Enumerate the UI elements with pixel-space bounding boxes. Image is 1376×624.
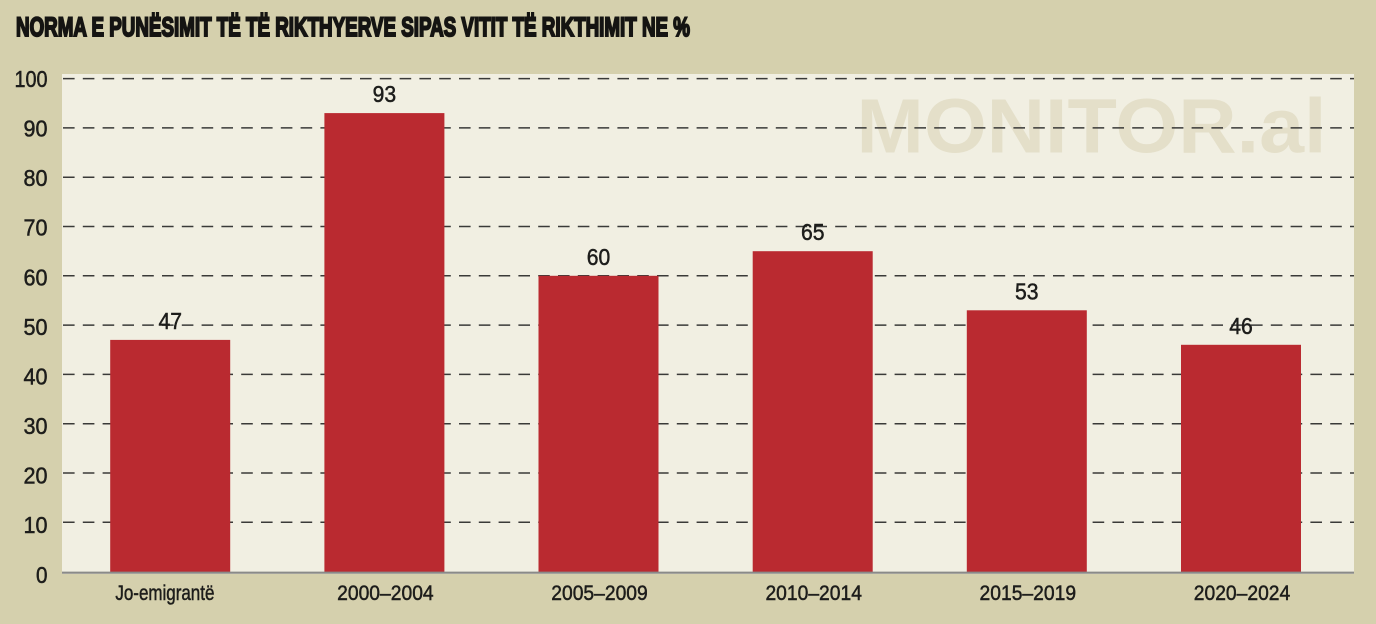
- svg-text:MONITOR.al: MONITOR.al: [857, 83, 1327, 169]
- svg-text:0: 0: [36, 562, 48, 588]
- svg-text:65: 65: [801, 219, 825, 245]
- svg-text:2010–2014: 2010–2014: [765, 581, 862, 605]
- svg-text:2005–2009: 2005–2009: [551, 581, 648, 605]
- svg-text:Jo-emigrantë: Jo-emigrantë: [115, 581, 214, 605]
- svg-text:60: 60: [587, 244, 611, 270]
- svg-text:30: 30: [24, 413, 48, 439]
- svg-text:46: 46: [1229, 313, 1253, 339]
- svg-text:40: 40: [24, 364, 48, 390]
- svg-text:10: 10: [24, 512, 48, 538]
- svg-text:60: 60: [24, 264, 48, 290]
- svg-text:NORMA E PUNËSIMIT TË TË RIKTHY: NORMA E PUNËSIMIT TË TË RIKTHYERVE SIPAS…: [16, 11, 690, 42]
- svg-text:20: 20: [24, 463, 48, 489]
- svg-text:2015–2019: 2015–2019: [980, 581, 1077, 605]
- svg-text:93: 93: [373, 81, 397, 107]
- svg-text:2000–2004: 2000–2004: [337, 581, 434, 605]
- svg-text:100: 100: [15, 66, 48, 92]
- svg-text:53: 53: [1015, 278, 1039, 304]
- svg-text:47: 47: [158, 308, 182, 334]
- svg-text:2020–2024: 2020–2024: [1194, 581, 1291, 605]
- svg-text:90: 90: [24, 116, 48, 142]
- svg-text:50: 50: [24, 314, 48, 340]
- svg-text:70: 70: [24, 215, 48, 241]
- svg-text:80: 80: [24, 165, 48, 191]
